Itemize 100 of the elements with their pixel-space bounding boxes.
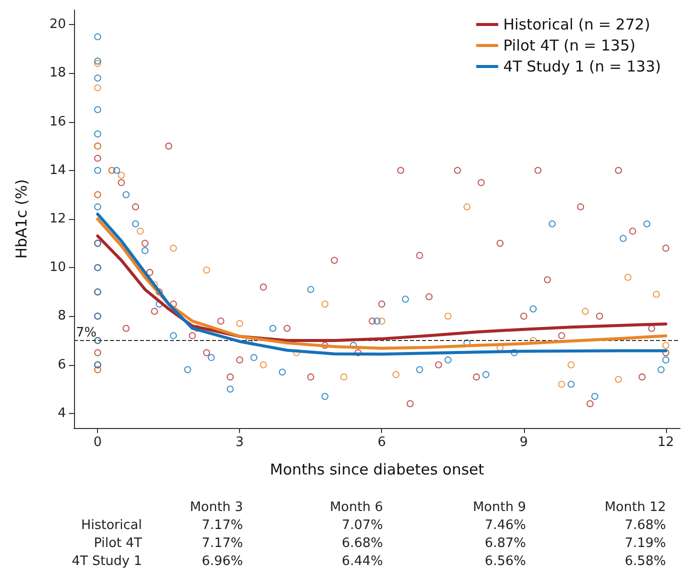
- point: [94, 33, 102, 40]
- point: [662, 342, 670, 349]
- point: [118, 172, 125, 179]
- point: [170, 332, 177, 340]
- point: [568, 361, 575, 368]
- point: [203, 266, 210, 274]
- point: [330, 256, 338, 264]
- point: [662, 356, 670, 364]
- y-tick-label: 8: [58, 308, 66, 324]
- point: [94, 203, 102, 210]
- point: [530, 305, 537, 312]
- point: [378, 318, 386, 325]
- point: [643, 220, 650, 228]
- point: [94, 349, 102, 356]
- y-tick-label: 12: [49, 212, 66, 226]
- point: [652, 290, 660, 298]
- legend-label: Historical (n = 272): [503, 16, 650, 34]
- point: [510, 349, 518, 356]
- text: Pilot 4T: [94, 536, 142, 551]
- x-tick-label: 0: [94, 435, 102, 450]
- y-tick-label: 18: [49, 66, 66, 81]
- text: 7.17%: [202, 536, 243, 551]
- point: [416, 366, 424, 374]
- point: [122, 191, 130, 198]
- point: [577, 203, 584, 210]
- point: [94, 74, 102, 82]
- point: [250, 354, 258, 362]
- point: [520, 312, 528, 320]
- point: [321, 342, 328, 349]
- point: [307, 286, 314, 293]
- point: [378, 300, 386, 308]
- point: [350, 342, 357, 349]
- text: 4T Study 1: [72, 554, 142, 569]
- text: 6.87%: [484, 536, 526, 551]
- point: [113, 166, 120, 174]
- y-tick-label: 6: [58, 357, 66, 372]
- point: [544, 276, 551, 284]
- legend-label: 4T Study 1 (n = 133): [503, 58, 662, 76]
- point: [614, 376, 622, 383]
- point: [184, 366, 192, 374]
- point: [94, 166, 102, 174]
- y-tick-label: 14: [49, 162, 66, 178]
- point: [426, 293, 433, 300]
- point: [278, 368, 286, 376]
- point: [236, 356, 244, 364]
- point: [170, 244, 177, 252]
- text: 7.46%: [484, 518, 526, 533]
- point: [226, 386, 234, 393]
- x-tick-label: 6: [378, 435, 386, 450]
- point: [293, 349, 300, 356]
- text: 7.68%: [624, 518, 666, 533]
- point: [165, 142, 172, 150]
- text: Historical: [81, 518, 142, 533]
- point: [132, 203, 140, 210]
- point: [236, 320, 244, 327]
- point: [472, 373, 480, 380]
- point: [397, 166, 404, 174]
- text: 7.17%: [202, 518, 243, 533]
- point: [354, 349, 362, 356]
- legend-label: Pilot 4T (n = 135): [503, 36, 636, 54]
- point: [620, 234, 627, 242]
- y-tick-label: 4: [58, 406, 66, 421]
- point: [416, 252, 424, 259]
- point: [435, 361, 442, 368]
- point: [444, 312, 452, 320]
- point: [368, 318, 376, 325]
- point: [596, 312, 604, 320]
- point: [392, 371, 400, 378]
- point: [307, 373, 314, 380]
- point: [94, 84, 102, 92]
- point: [321, 392, 328, 400]
- text: Month 12: [604, 500, 666, 515]
- point: [118, 179, 125, 186]
- point: [269, 324, 276, 332]
- point: [94, 154, 102, 162]
- point: [402, 296, 409, 303]
- point: [454, 166, 461, 174]
- text: Month 9: [472, 500, 526, 515]
- text: 7.07%: [342, 518, 383, 533]
- point: [568, 380, 575, 388]
- point: [406, 400, 414, 408]
- point: [226, 373, 234, 380]
- text: Month 3: [190, 500, 243, 515]
- point: [548, 220, 556, 228]
- point: [558, 332, 566, 340]
- x-tick-label: 12: [658, 435, 674, 450]
- point: [136, 228, 144, 235]
- point: [146, 268, 154, 276]
- point: [582, 308, 589, 315]
- text: 6.58%: [624, 554, 666, 569]
- point: [150, 308, 158, 315]
- text: 6.56%: [484, 554, 526, 569]
- text: 6.96%: [202, 554, 243, 569]
- point: [132, 220, 140, 228]
- y-tick-label: 20: [49, 17, 66, 32]
- point: [629, 228, 636, 235]
- point: [94, 130, 102, 138]
- point: [558, 380, 566, 388]
- point: [496, 240, 504, 247]
- point: [534, 166, 542, 174]
